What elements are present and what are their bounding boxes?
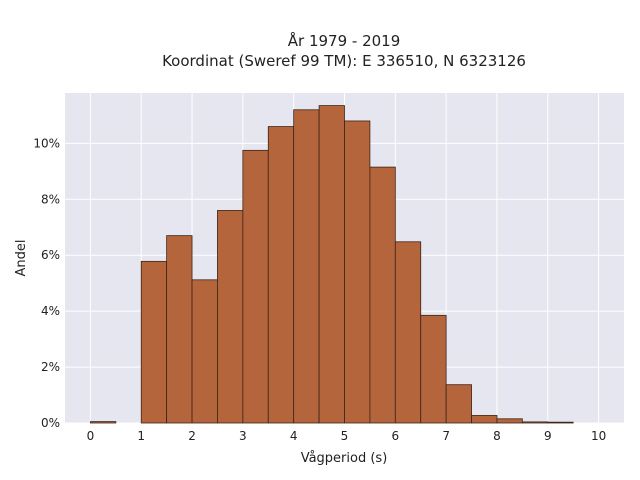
y-tick-label: 4%	[41, 304, 60, 318]
histogram-bar	[166, 235, 193, 424]
histogram-bar	[521, 421, 549, 424]
histogram-bar	[191, 279, 218, 424]
histogram-bar	[420, 314, 447, 424]
histogram-bars	[90, 105, 574, 424]
x-tick-label: 9	[544, 429, 552, 443]
chart-title: År 1979 - 2019 Koordinat (Sweref 99 TM):…	[162, 31, 526, 70]
x-tick-label: 6	[391, 429, 399, 443]
x-tick-label: 5	[341, 429, 349, 443]
y-axis-ticks: 0% 2% 4% 6% 8% 10%	[33, 136, 60, 430]
histogram-bar	[217, 210, 244, 424]
x-axis-label: Vågperiod (s)	[301, 451, 388, 466]
x-tick-label: 1	[137, 429, 145, 443]
histogram-bar	[445, 384, 472, 424]
histogram-bar	[318, 105, 345, 424]
chart-title-line-2: Koordinat (Sweref 99 TM): E 336510, N 63…	[162, 52, 526, 70]
y-tick-label: 6%	[41, 248, 60, 262]
y-tick-label: 10%	[33, 136, 60, 150]
histogram-bar	[293, 109, 320, 424]
x-tick-label: 2	[188, 429, 196, 443]
x-tick-label: 8	[493, 429, 501, 443]
histogram-bar	[267, 126, 295, 424]
histogram-bar	[394, 241, 422, 424]
histogram-bar	[90, 421, 117, 424]
histogram-bar	[140, 260, 168, 424]
x-tick-label: 0	[87, 429, 95, 443]
x-axis-ticks: 0 1 2 3 4 5 6 7 8 9 10	[87, 429, 607, 443]
histogram-bar	[344, 120, 371, 424]
y-tick-label: 0%	[41, 416, 60, 430]
y-axis-label: Andel	[14, 240, 29, 277]
x-tick-label: 10	[591, 429, 606, 443]
x-tick-label: 3	[239, 429, 247, 443]
histogram-bar	[547, 421, 574, 424]
histogram-bar	[369, 166, 396, 424]
histogram-bar	[242, 149, 269, 424]
y-tick-label: 2%	[41, 360, 60, 374]
chart-title-line-1: År 1979 - 2019	[288, 31, 401, 50]
histogram-bar	[471, 415, 498, 424]
x-tick-label: 4	[290, 429, 298, 443]
y-tick-label: 8%	[41, 192, 60, 206]
histogram-bar	[496, 418, 523, 424]
x-tick-label: 7	[442, 429, 450, 443]
